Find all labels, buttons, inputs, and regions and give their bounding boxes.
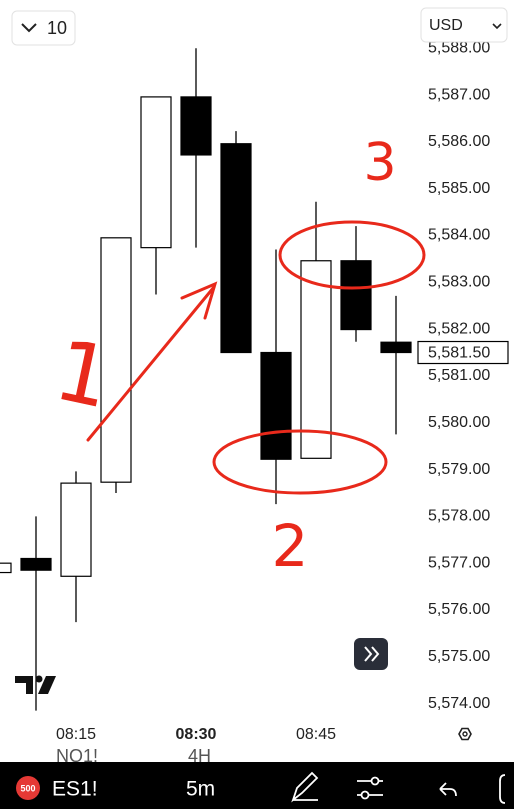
x-tick-label: 08:15 [56,726,96,743]
annotation-3: 3 [363,133,396,193]
y-tick-label: 5,574.00 [428,695,490,712]
candle-body [100,237,132,483]
last-price-label: 5,581.50 [428,345,490,362]
scroll-to-latest[interactable] [354,638,388,670]
indicators-icon[interactable] [357,776,383,800]
interval-button-bg[interactable] [11,10,76,46]
settings-icon[interactable] [458,727,472,741]
slider-knob [360,790,370,800]
logo-part [38,676,56,694]
y-tick-label: 5,587.00 [428,86,490,103]
settings-icon-hole [462,731,468,737]
interval-button[interactable]: 10 [11,10,76,46]
y-tick-label: 5,585.00 [428,180,490,197]
y-tick-label: 5,577.00 [428,554,490,571]
arrow-shaft [86,285,216,442]
y-tick-label: 5,582.00 [428,320,490,337]
more-icon[interactable] [499,774,506,804]
tv-logo [15,675,56,694]
currency-label: USD [429,17,463,34]
y-tick-label: 5,579.00 [428,461,490,478]
logo-dot [35,675,43,683]
candle-body [220,143,252,354]
undo-icon[interactable] [439,782,457,797]
ghost-symbol: NQ1! [56,746,98,766]
y-tick-label: 5,584.00 [428,227,490,244]
y-tick-label: 5,576.00 [428,601,490,618]
logo-part [15,676,33,694]
ghost-interval: 4H [188,746,211,766]
currency-button[interactable]: USD [420,7,508,43]
candle-body [260,351,292,460]
y-tick-label: 5,580.00 [428,414,490,431]
price-axis: 5,574.00 5,575.00 5,576.00 5,577.00 5,578.00… [417,39,509,712]
y-tick-label: 5,575.00 [428,648,490,665]
chevron [21,23,37,33]
candle-body [0,562,12,574]
circle-low [212,429,388,495]
chevron [492,23,502,30]
arrow-head [180,281,218,320]
y-tick-label: 5,588.00 [428,39,490,56]
candle-body [20,557,52,571]
y-tick-label: 5,583.00 [428,274,490,291]
badge: 500 [20,783,35,793]
candle-body [60,482,92,577]
chevrons [364,646,380,662]
candles [0,48,412,711]
candle-body [180,96,212,156]
last-price-box [417,340,509,365]
candle-body [300,260,332,459]
bottom-bar-bg [0,762,514,809]
currency-button-bg[interactable] [420,7,508,43]
x-tick-label: 08:30 [176,726,217,743]
y-tick-label: 5,578.00 [428,508,490,525]
annotation-2: 2 [272,512,309,580]
y-tick-label: 5,586.00 [428,133,490,150]
x-tick-label: 08:45 [296,726,336,743]
circle-high [278,220,426,290]
bottom-bar: 500 ES1! 5m [0,762,514,809]
badge-bg [16,776,40,800]
draw-icon[interactable] [291,771,319,803]
interval[interactable]: 5m [186,778,215,801]
interval-label: 10 [47,18,67,38]
y-tick-label: 5,581.00 [428,367,490,384]
candle-body [140,96,172,249]
slider-knob [370,776,380,786]
symbol[interactable]: ES1! [52,778,98,801]
candle-body [380,341,412,354]
annotations [86,220,426,495]
candle-body [340,260,372,331]
